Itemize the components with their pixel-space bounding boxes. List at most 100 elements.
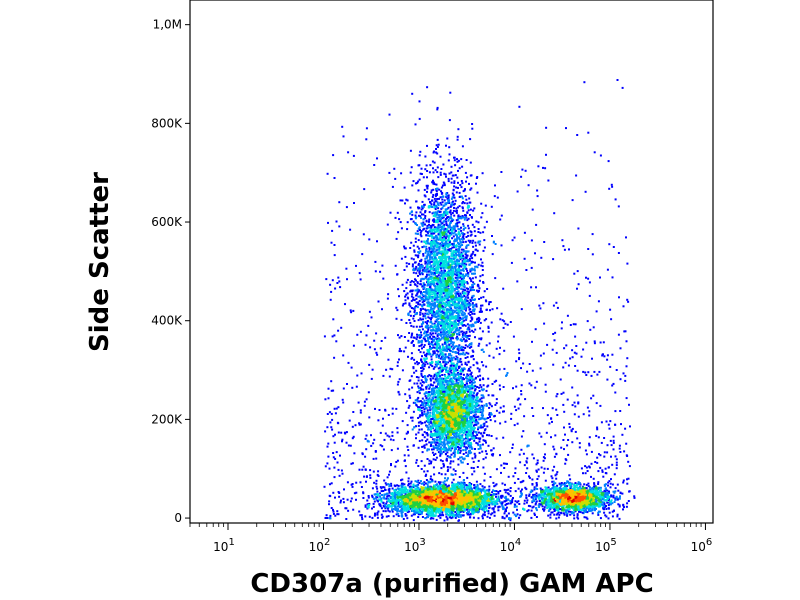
- event-point: [444, 364, 446, 367]
- event-point: [436, 146, 439, 148]
- event-point: [451, 192, 454, 195]
- event-point: [472, 209, 475, 212]
- event-point: [454, 470, 457, 472]
- event-point: [423, 203, 426, 206]
- event-point: [457, 186, 459, 189]
- event-point: [426, 281, 429, 284]
- event-point: [455, 287, 458, 290]
- event-point: [463, 264, 466, 267]
- event-point: [456, 369, 459, 371]
- event-point: [472, 350, 475, 353]
- event-point: [436, 221, 439, 224]
- event-point: [421, 224, 424, 227]
- event-point: [445, 195, 448, 198]
- event-point: [440, 301, 442, 304]
- event-point: [421, 355, 423, 358]
- event-point: [464, 226, 467, 229]
- event-point: [423, 330, 426, 333]
- event-point: [410, 257, 413, 260]
- event-point: [450, 254, 453, 257]
- event-point: [416, 288, 419, 291]
- event-point: [453, 254, 456, 257]
- event-point: [457, 231, 460, 234]
- event-point: [460, 347, 463, 350]
- event-point: [420, 334, 423, 337]
- event-point: [436, 166, 439, 169]
- event-point: [433, 352, 436, 355]
- event-point: [448, 346, 451, 349]
- event-point: [428, 206, 431, 209]
- event-point: [455, 294, 458, 297]
- event-point: [417, 379, 420, 382]
- event-point: [449, 360, 452, 363]
- event-point: [450, 213, 453, 216]
- event-point: [455, 351, 458, 354]
- event-point: [440, 203, 443, 206]
- event-point: [445, 284, 448, 287]
- event-point: [433, 298, 436, 301]
- event-point: [439, 282, 442, 285]
- event-point: [444, 319, 447, 322]
- event-point: [429, 245, 432, 248]
- event-point: [448, 235, 451, 238]
- event-point: [446, 137, 449, 140]
- event-point: [454, 164, 457, 167]
- event-point: [442, 232, 444, 235]
- event-point: [419, 211, 422, 214]
- event-point: [456, 225, 459, 228]
- event-point: [436, 292, 439, 295]
- event-point: [406, 221, 409, 224]
- event-point: [451, 237, 454, 240]
- event-point: [434, 363, 437, 366]
- event-point: [470, 187, 473, 190]
- event-point: [420, 331, 422, 334]
- event-point: [436, 198, 439, 200]
- event-point: [465, 251, 467, 254]
- event-point: [473, 312, 476, 315]
- event-point: [449, 338, 452, 341]
- event-point: [432, 211, 435, 214]
- event-point: [439, 280, 442, 283]
- event-point: [461, 333, 464, 335]
- event-point: [429, 297, 432, 300]
- event-point: [416, 363, 419, 366]
- event-point: [440, 168, 443, 170]
- event-point: [418, 389, 421, 392]
- event-point: [485, 220, 488, 223]
- event-point: [462, 338, 465, 341]
- event-point: [412, 268, 415, 271]
- event-point: [423, 303, 426, 306]
- event-point: [462, 334, 464, 337]
- event-point: [460, 229, 463, 232]
- event-point: [408, 332, 411, 334]
- event-point: [471, 241, 474, 244]
- event-point: [461, 262, 464, 265]
- event-point: [425, 164, 428, 167]
- event-point: [481, 274, 484, 277]
- event-point: [430, 358, 433, 361]
- event-point: [417, 180, 420, 183]
- event-point: [416, 382, 419, 385]
- event-point: [404, 393, 407, 396]
- event-point: [474, 454, 477, 457]
- event-point: [467, 205, 470, 208]
- event-point: [417, 189, 420, 192]
- event-point: [437, 214, 440, 217]
- event-point: [415, 376, 418, 378]
- event-point: [453, 282, 456, 285]
- event-point: [436, 294, 439, 297]
- event-point: [420, 379, 423, 382]
- event-point: [462, 453, 465, 455]
- event-point: [418, 226, 421, 229]
- event-point: [424, 298, 427, 301]
- event-point: [419, 229, 421, 231]
- event-point: [447, 200, 450, 203]
- event-point: [419, 172, 422, 175]
- event-point: [464, 324, 467, 327]
- event-point: [437, 238, 440, 241]
- event-point: [467, 260, 470, 263]
- event-point: [430, 355, 433, 358]
- event-point: [418, 329, 421, 331]
- event-point: [445, 341, 448, 344]
- event-point: [435, 193, 437, 196]
